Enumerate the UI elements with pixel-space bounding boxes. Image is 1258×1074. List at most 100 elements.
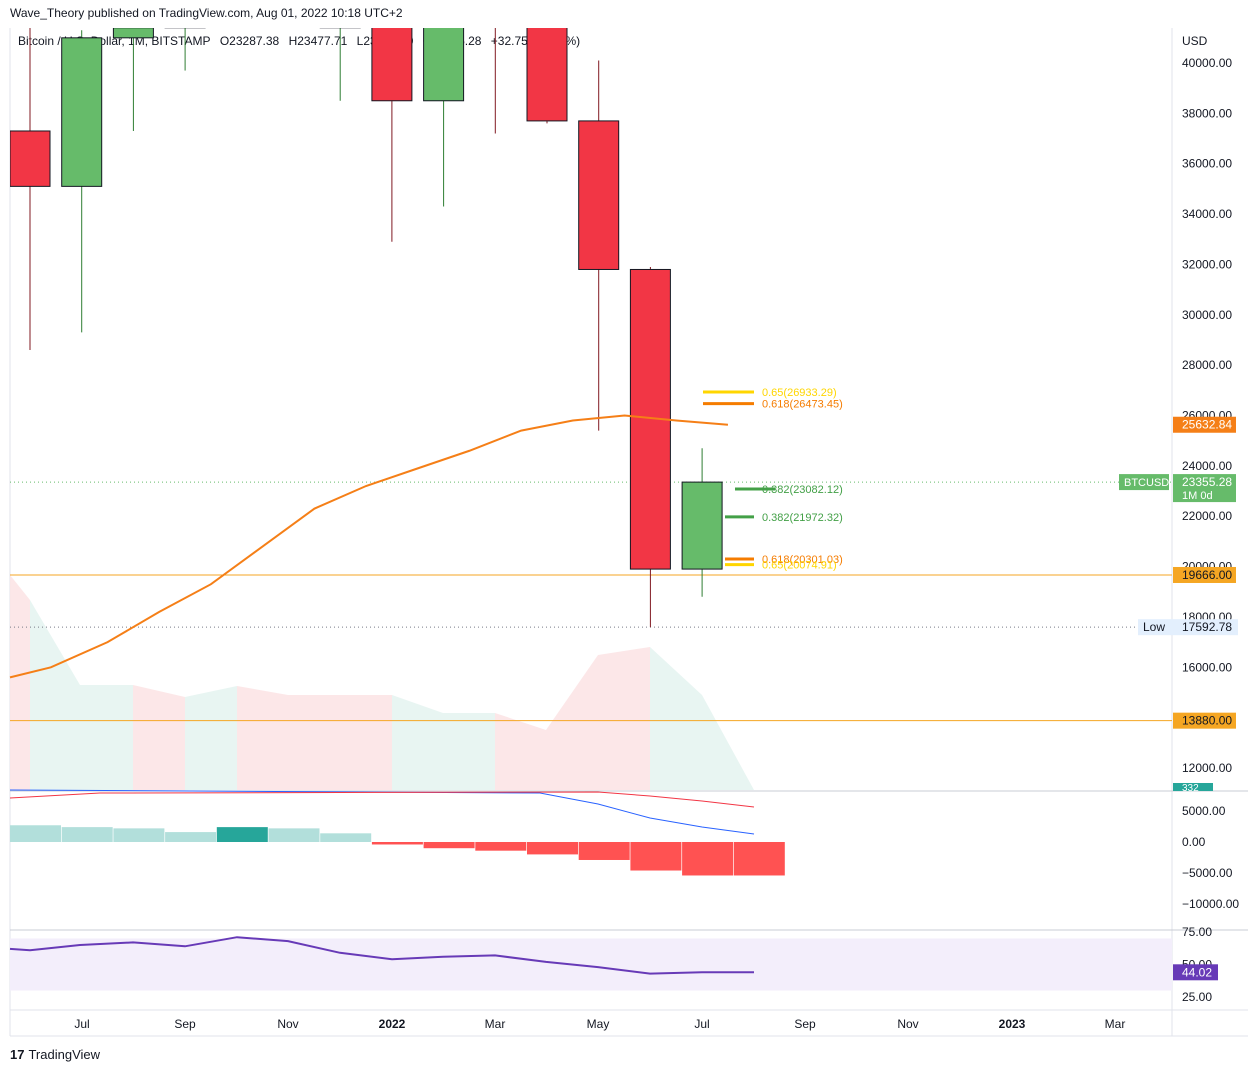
- ma-price-label: 25632.84: [1182, 418, 1232, 432]
- price-tick-label: 32000.00: [1182, 257, 1232, 271]
- candle-body[interactable]: [423, 25, 465, 102]
- macd-histogram-bar: [630, 842, 682, 871]
- volume-area: [10, 575, 30, 790]
- rsi-line: [9, 936, 754, 975]
- rsi-value-tag: [1173, 964, 1218, 981]
- currency-label: USD: [1182, 34, 1208, 48]
- symbol-tag: [1119, 474, 1169, 491]
- macd-histogram-bar: [371, 842, 423, 845]
- rsi-tick-label: 75.00: [1182, 925, 1212, 939]
- volume-area: [30, 600, 80, 790]
- macd-histogram-bar: [733, 842, 785, 876]
- candle-body[interactable]: [319, 25, 361, 29]
- macd-tick-label: −10000.00: [1182, 897, 1239, 911]
- time-tick-label: Sep: [174, 1017, 196, 1031]
- fib-level-label: 0.618(20301.03): [762, 554, 843, 566]
- price-tick-label: 36000.00: [1182, 157, 1232, 171]
- support-price-label: 13880.00: [1182, 714, 1232, 728]
- tradingview-footer: 17 TradingView: [10, 1047, 100, 1062]
- time-tick-label: 2023: [999, 1017, 1026, 1031]
- moving-average-line[interactable]: [9, 414, 729, 679]
- macd-line: [9, 789, 755, 835]
- rsi-band: [10, 938, 1172, 991]
- price-tick-label: 40000.00: [1182, 56, 1232, 70]
- candle-body[interactable]: [526, 25, 568, 122]
- volume-area: [443, 713, 495, 790]
- volume-area: [650, 647, 702, 790]
- volume-area: [185, 686, 237, 790]
- price-tick-label: 22000.00: [1182, 509, 1232, 523]
- interval-label: 1M 0d: [1182, 490, 1213, 502]
- last-price-label: 23355.28: [1182, 475, 1232, 489]
- low-price-label: 17592.78: [1182, 620, 1232, 634]
- legend-high: H23477.71: [288, 34, 348, 48]
- candle-body[interactable]: [681, 481, 723, 570]
- volume-area: [237, 686, 288, 790]
- volume-area: [288, 695, 392, 790]
- price-tick-label: 16000.00: [1182, 660, 1232, 674]
- support-price-label: 19666.00: [1182, 568, 1232, 582]
- volume-area: [495, 713, 546, 790]
- ma-price-tag: [1173, 416, 1236, 433]
- macd-histogram-bar: [578, 842, 630, 860]
- volume-area: [392, 695, 443, 790]
- candle-body[interactable]: [578, 120, 620, 270]
- tradingview-logo-icon: 17: [10, 1047, 25, 1062]
- time-tick-label: Nov: [897, 1017, 918, 1031]
- signal-line: [9, 791, 755, 808]
- fib-level-label: 0.65(20074.91): [762, 560, 837, 572]
- last-price-tag: [1173, 474, 1236, 503]
- support-price-tag: [1173, 712, 1236, 729]
- macd-tick-label: 0.00: [1182, 835, 1206, 849]
- time-tick-label: Jul: [74, 1017, 89, 1031]
- price-tick-label: 28000.00: [1182, 358, 1232, 372]
- fib-level-label: 0.382(23082.12): [762, 484, 843, 496]
- low-tag-label: Low: [1143, 620, 1165, 634]
- footer-brand: TradingView: [28, 1047, 101, 1062]
- volume-area: [702, 695, 754, 790]
- macd-histogram-bar: [165, 832, 217, 842]
- low-tag: [1138, 619, 1238, 636]
- candle-body[interactable]: [371, 25, 413, 102]
- fib-level-label: 0.382(21972.32): [762, 512, 843, 524]
- time-tick-label: Sep: [794, 1017, 816, 1031]
- legend-open: O23287.38: [219, 34, 280, 48]
- symbol-tag-label: BTCUSD: [1124, 477, 1169, 489]
- macd-histogram-bar: [216, 827, 268, 842]
- macd-histogram-bar: [10, 825, 61, 842]
- price-tick-label: 34000.00: [1182, 207, 1232, 221]
- macd-histogram-bar: [268, 828, 320, 842]
- macd-histogram-bar: [423, 842, 475, 849]
- rsi-value-label: 44.02: [1182, 965, 1212, 979]
- candle-body[interactable]: [112, 28, 154, 39]
- macd-histogram-bar: [61, 827, 113, 842]
- candle-body[interactable]: [475, 25, 515, 26]
- volume-tag: [1173, 783, 1213, 791]
- time-tick-label: Nov: [277, 1017, 298, 1031]
- fib-level-label: 0.618(26473.45): [762, 399, 843, 411]
- candle-body[interactable]: [10, 130, 51, 187]
- macd-histogram-bar: [320, 833, 372, 842]
- support-price-tag: [1173, 566, 1236, 583]
- macd-histogram-bar: [475, 842, 527, 851]
- time-tick-label: Jul: [694, 1017, 709, 1031]
- volume-label: 332: [1182, 783, 1199, 794]
- time-tick-label: May: [587, 1017, 610, 1031]
- time-tick-label: 2022: [379, 1017, 406, 1031]
- volume-area: [546, 655, 598, 790]
- fib-level-label: 0.65(26933.29): [762, 387, 837, 399]
- time-tick-label: Mar: [485, 1017, 506, 1031]
- macd-histogram-bar: [527, 842, 578, 855]
- volume-area: [598, 647, 650, 790]
- volume-area: [80, 685, 133, 790]
- macd-histogram-bar: [113, 828, 165, 842]
- candle-body[interactable]: [61, 37, 103, 187]
- price-tick-label: 30000.00: [1182, 308, 1232, 322]
- publisher-header: Wave_Theory published on TradingView.com…: [10, 6, 403, 20]
- price-tick-label: 38000.00: [1182, 106, 1232, 120]
- rsi-tick-label: 25.00: [1182, 990, 1212, 1004]
- candle-body[interactable]: [164, 26, 206, 29]
- volume-area: [133, 685, 185, 790]
- time-tick-label: Mar: [1105, 1017, 1126, 1031]
